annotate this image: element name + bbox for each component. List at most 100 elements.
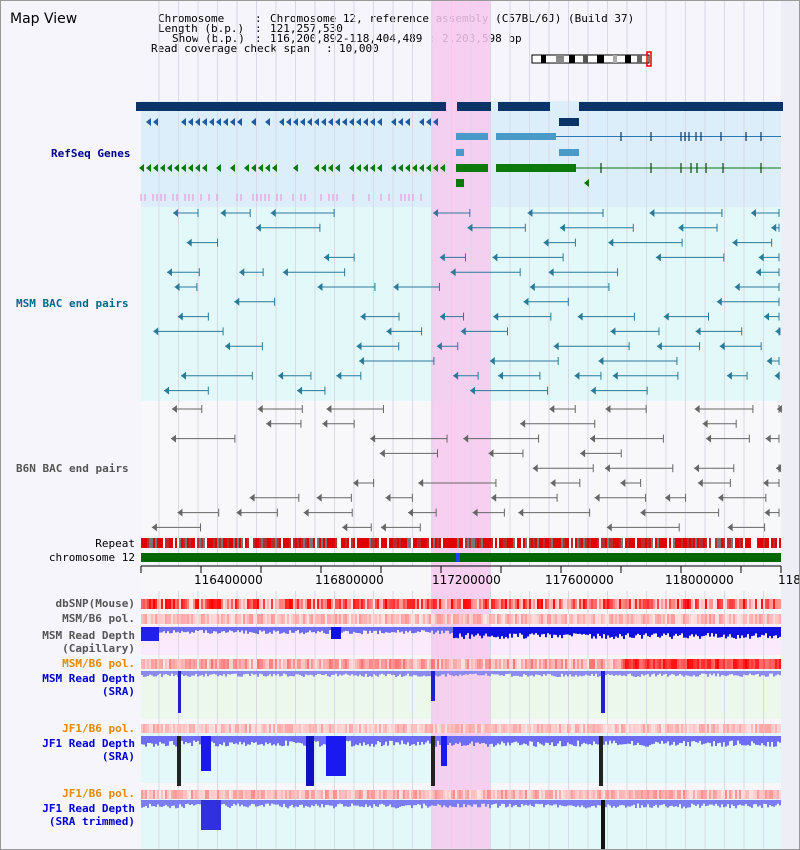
snp-density-cell — [307, 724, 309, 733]
snp-density-cell — [249, 790, 251, 799]
snp-density-cell — [507, 614, 509, 624]
read-depth-bar — [301, 671, 303, 677]
snp-density-cell — [639, 724, 641, 733]
repeat-cell — [633, 538, 635, 548]
snp-density-cell — [299, 599, 301, 609]
read-depth-bar — [763, 736, 765, 746]
repeat-cell — [605, 538, 607, 548]
read-depth-bar — [563, 736, 565, 747]
snp-density-cell — [767, 614, 769, 624]
snp-density-cell — [303, 659, 305, 669]
snp-density-cell — [263, 599, 265, 609]
snp-density-cell — [179, 659, 181, 669]
snp-density-cell — [141, 790, 143, 799]
read-depth-bar — [397, 800, 399, 809]
read-depth-bar — [265, 671, 267, 677]
repeat-cell — [639, 538, 641, 548]
snp-density-cell — [255, 614, 257, 624]
repeat-cell — [539, 538, 541, 548]
repeat-cell — [409, 538, 411, 548]
read-depth-bar — [489, 736, 491, 745]
track-label-jf1-read-depth-sra[interactable]: JF1 Read Depth (SRA) — [42, 737, 135, 763]
track-label-b6n-bac[interactable]: B6N BAC end pairs — [16, 462, 129, 475]
track-label-msm-read-depth-capillary[interactable]: MSM Read Depth (Capillary) — [42, 629, 135, 655]
track-label-refseq-genes[interactable]: RefSeq Genes — [51, 147, 131, 160]
snp-density-cell — [225, 599, 227, 609]
track-label-msm-read-depth-sra[interactable]: MSM Read Depth (SRA) — [42, 672, 135, 698]
track-label-jf1-b6-pol-2[interactable]: JF1/B6 pol. — [62, 787, 135, 800]
read-depth-bar — [617, 800, 619, 807]
snp-density-cell — [361, 790, 363, 799]
snp-density-cell — [621, 790, 623, 799]
read-depth-bar — [157, 800, 159, 805]
read-depth-bar — [709, 800, 711, 805]
read-depth-bar — [191, 800, 193, 805]
read-depth-bar — [715, 800, 717, 804]
highlight-region — [431, 1, 491, 849]
track-label-msm-bac[interactable]: MSM BAC end pairs — [16, 297, 129, 310]
gene-bar-arrow — [136, 102, 141, 111]
snp-density-cell — [571, 599, 573, 609]
snp-density-cell — [411, 599, 413, 609]
snp-density-cell — [275, 659, 277, 669]
snp-density-cell — [193, 724, 195, 733]
read-depth-bar — [287, 800, 289, 809]
read-depth-bar — [723, 671, 725, 676]
snp-density-cell — [687, 614, 689, 624]
read-depth-bar — [473, 800, 475, 805]
snp-density-cell — [455, 614, 457, 624]
read-depth-bar — [163, 627, 165, 632]
read-depth-bar — [475, 671, 477, 674]
snp-density-cell — [725, 790, 727, 799]
repeat-cell — [263, 538, 265, 548]
track-label-jf1-b6-pol-1[interactable]: JF1/B6 pol. — [62, 722, 135, 735]
snp-density-cell — [281, 790, 283, 799]
repeat-cell — [579, 538, 581, 548]
snp-density-cell — [393, 724, 395, 733]
read-depth-bar — [359, 800, 361, 807]
read-depth-bar — [635, 627, 637, 636]
repeat-cell — [203, 538, 205, 548]
snp-density-cell — [391, 659, 393, 669]
read-depth-bar — [219, 627, 221, 634]
snp-density-cell — [221, 659, 223, 669]
snp-density-cell — [597, 614, 599, 624]
snp-density-cell — [195, 614, 197, 624]
gene-exon — [456, 179, 464, 187]
track-label-dbsnp[interactable]: dbSNP(Mouse) — [55, 597, 135, 610]
snp-density-cell — [603, 659, 605, 669]
read-depth-bar — [377, 800, 379, 807]
snp-density-cell — [601, 724, 603, 733]
read-depth-bar — [661, 736, 663, 741]
snp-density-cell — [709, 599, 711, 609]
repeat-cell — [285, 538, 287, 548]
snp-density-cell — [703, 614, 705, 624]
snp-density-cell — [287, 790, 289, 799]
read-depth-bar — [449, 736, 451, 743]
repeat-cell — [585, 538, 587, 548]
read-depth-bar — [401, 627, 403, 632]
repeat-cell — [345, 538, 347, 548]
repeat-cell — [403, 538, 405, 548]
snp-density-cell — [689, 614, 691, 624]
snp-density-cell — [315, 614, 317, 624]
track-label-msm-b6-pol-2[interactable]: MSM/B6 pol. — [62, 657, 135, 670]
snp-density-cell — [471, 790, 473, 799]
snp-density-cell — [675, 599, 677, 609]
snp-density-cell — [273, 599, 275, 609]
track-label-msm-b6-pol-1[interactable]: MSM/B6 pol. — [62, 612, 135, 625]
bac-end-marker — [553, 342, 559, 351]
repeat-cell — [587, 538, 589, 548]
snp-density-cell — [607, 790, 609, 799]
read-depth-bar — [197, 627, 199, 632]
read-depth-bar — [511, 800, 513, 808]
snp-density-cell — [569, 599, 571, 609]
snp-density-cell — [337, 599, 339, 609]
read-depth-bar — [491, 627, 493, 636]
bac-end-marker — [453, 371, 459, 380]
repeat-cell — [227, 538, 229, 548]
read-depth-bar — [365, 800, 367, 805]
track-label-jf1-read-depth-trimmed[interactable]: JF1 Read Depth (SRA trimmed) — [42, 802, 135, 828]
repeat-cell — [309, 538, 311, 548]
